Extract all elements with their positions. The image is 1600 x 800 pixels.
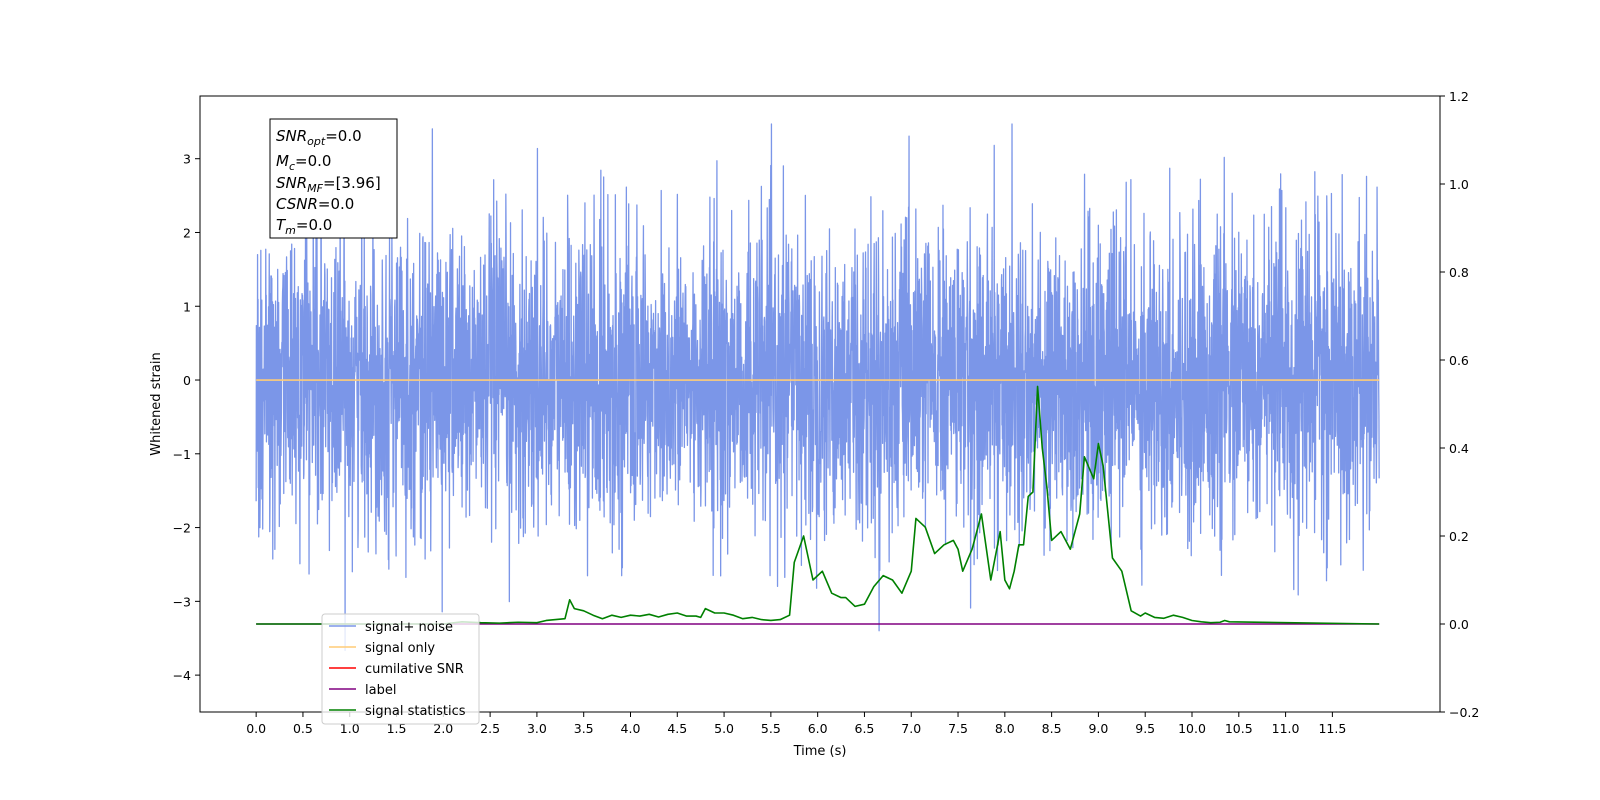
- csnr-name: CSNR: [276, 195, 318, 213]
- x-tick-label: 3.5: [574, 721, 594, 736]
- snr-opt-name: SNR: [276, 127, 307, 145]
- annotation-snr-opt: SNRopt=0.0: [276, 127, 362, 148]
- snr-opt-value: =0.0: [325, 127, 361, 145]
- y-tick-label: 1: [183, 299, 191, 314]
- right-y-tick-label: 0.6: [1449, 353, 1469, 368]
- x-tick-label: 5.5: [761, 721, 781, 736]
- annotation-snr-mf: SNRMF=[3.96]: [276, 174, 381, 195]
- mc-name: M: [276, 152, 289, 170]
- right-y-tick-label: 1.0: [1449, 177, 1469, 192]
- right-y-tick-label: 0.8: [1449, 265, 1469, 280]
- x-tick-label: 10.5: [1225, 721, 1253, 736]
- y-tick-label: 2: [183, 225, 191, 240]
- series-signal-noise-line: [255, 123, 1380, 651]
- tm-sub: m: [285, 224, 296, 237]
- tm-value: =0.0: [296, 216, 332, 234]
- legend-label-1: signal only: [365, 641, 435, 656]
- y-tick-label: 3: [183, 152, 191, 167]
- x-tick-label: 10.0: [1178, 721, 1206, 736]
- right-y-tick-label: 0.2: [1449, 529, 1469, 544]
- x-tick-label: 7.0: [901, 721, 921, 736]
- csnr-value: =0.0: [318, 195, 354, 213]
- legend-label-2: cumilative SNR: [365, 662, 464, 677]
- x-tick-label: 9.0: [1088, 721, 1108, 736]
- legend-entries: signal+ noise signal only cumilative SNR la…: [329, 620, 466, 719]
- y-tick-label: −3: [173, 594, 191, 609]
- annotation-mc: Mc=0.0: [276, 152, 331, 173]
- right-y-axis-ticks: 1.2 1.0 0.8 0.6 0.4 0.2 0.0 −0.2: [1440, 89, 1479, 720]
- y-tick-label: −4: [173, 668, 191, 683]
- right-y-tick-label: 0.0: [1449, 617, 1469, 632]
- x-tick-label: 8.5: [1042, 721, 1062, 736]
- x-tick-label: 1.5: [387, 721, 407, 736]
- snr-mf-value: =[3.96]: [323, 174, 381, 192]
- annotation-tm: Tm=0.0: [276, 216, 332, 237]
- mc-value: =0.0: [295, 152, 331, 170]
- x-tick-label: 2.0: [433, 721, 453, 736]
- x-tick-label: 8.0: [995, 721, 1015, 736]
- y-tick-label: 0: [183, 373, 191, 388]
- legend-label-3: label: [365, 683, 396, 698]
- tm-name: T: [276, 216, 287, 234]
- legend-label-4: signal statistics: [365, 704, 466, 719]
- right-y-tick-label: 0.4: [1449, 441, 1469, 456]
- mc-sub: c: [289, 160, 295, 173]
- x-tick-label: 1.0: [340, 721, 360, 736]
- x-tick-label: 7.5: [948, 721, 968, 736]
- snr-mf-name: SNR: [276, 174, 307, 192]
- series-line-4: [256, 385, 1380, 625]
- plot-frame: [199, 95, 1441, 713]
- right-y-tick-label: −0.2: [1449, 705, 1479, 720]
- y-axis-label: Whitened strain: [149, 352, 164, 455]
- x-tick-label: 11.5: [1318, 721, 1346, 736]
- x-tick-label: 4.5: [667, 721, 687, 736]
- x-tick-label: 0.5: [293, 721, 313, 736]
- x-tick-label: 11.0: [1272, 721, 1300, 736]
- legend-frame: [321, 613, 480, 725]
- snr-annotation-box: SNRopt=0.0 Mc=0.0 SNRMF=[3.96] CSNR=0.0 …: [269, 118, 398, 239]
- right-y-tick-label: 1.2: [1449, 89, 1469, 104]
- x-tick-label: 6.0: [808, 721, 828, 736]
- x-tick-label: 9.5: [1135, 721, 1155, 736]
- y-tick-label: −2: [173, 521, 191, 536]
- x-tick-label: 2.5: [480, 721, 500, 736]
- annotation-frame: [269, 118, 398, 239]
- snr-mf-sub: MF: [307, 182, 323, 195]
- legend: signal+ noise signal only cumilative SNR la…: [321, 613, 480, 725]
- y-axis-ticks: 3 2 1 0 −1 −2 −3 −4: [173, 152, 200, 683]
- x-tick-label: 6.5: [855, 721, 875, 736]
- x-axis-label: Time (s): [793, 744, 847, 759]
- y-tick-label: −1: [173, 447, 191, 462]
- legend-label-0: signal+ noise: [365, 620, 453, 635]
- x-axis-ticks: 0.0 0.5 1.0 1.5 2.0 2.5 3.0 3.5 4.0 4.5 5.0 5.5 6.0 6…: [246, 712, 1346, 736]
- x-tick-label: 0.0: [246, 721, 266, 736]
- snr-opt-sub: opt: [307, 135, 326, 148]
- x-tick-label: 5.0: [714, 721, 734, 736]
- x-tick-label: 3.0: [527, 721, 547, 736]
- x-tick-label: 4.0: [621, 721, 641, 736]
- annotation-csnr: CSNR=0.0: [276, 195, 354, 213]
